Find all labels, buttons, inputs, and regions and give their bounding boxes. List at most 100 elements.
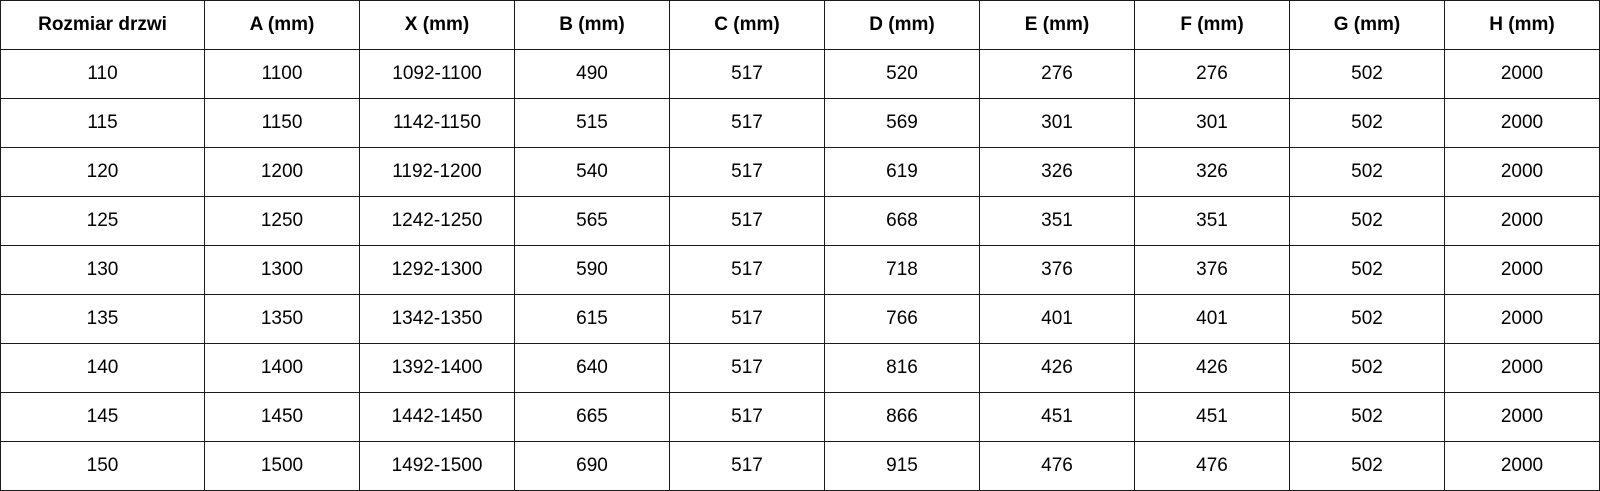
table-cell: 2000 [1444,147,1600,197]
table-cell: 540 [514,147,670,197]
table-cell: 1100 [204,49,360,99]
table-cell: 1142-1150 [359,98,515,148]
table-cell: 130 [0,245,205,295]
table-cell: 665 [514,392,670,442]
column-header: D (mm) [824,0,980,50]
table-cell: 1250 [204,196,360,246]
column-header: Rozmiar drzwi [0,0,205,50]
table-cell: 569 [824,98,980,148]
table-cell: 517 [669,196,825,246]
table-row: 145 1450 1442-1450 665 517 866 451 451 502 2000 [0,392,1600,442]
table-cell: 502 [1289,392,1445,442]
table-cell: 517 [669,392,825,442]
table-cell: 517 [669,245,825,295]
table-cell: 1492-1500 [359,441,515,491]
table-cell: 1200 [204,147,360,197]
table-cell: 766 [824,294,980,344]
table-cell: 2000 [1444,49,1600,99]
table-cell: 502 [1289,245,1445,295]
column-header: A (mm) [204,0,360,50]
table-row: 140 1400 1392-1400 640 517 816 426 426 502 2000 [0,343,1600,393]
table-cell: 1242-1250 [359,196,515,246]
table-cell: 301 [979,98,1135,148]
table-cell: 451 [1134,392,1290,442]
column-header: F (mm) [1134,0,1290,50]
table-cell: 2000 [1444,98,1600,148]
table-cell: 1400 [204,343,360,393]
table-cell: 816 [824,343,980,393]
table-cell: 517 [669,441,825,491]
table-cell: 150 [0,441,205,491]
table-row: 150 1500 1492-1500 690 517 915 476 476 502 2000 [0,441,1600,491]
table-cell: 1350 [204,294,360,344]
table-cell: 476 [1134,441,1290,491]
table-cell: 517 [669,49,825,99]
table-cell: 502 [1289,441,1445,491]
table-cell: 476 [979,441,1135,491]
table-cell: 502 [1289,294,1445,344]
table-cell: 640 [514,343,670,393]
table-cell: 915 [824,441,980,491]
table-cell: 2000 [1444,294,1600,344]
table-cell: 1150 [204,98,360,148]
table-cell: 718 [824,245,980,295]
table-cell: 326 [1134,147,1290,197]
column-header: C (mm) [669,0,825,50]
table-cell: 2000 [1444,196,1600,246]
column-header: B (mm) [514,0,670,50]
table-row: 135 1350 1342-1350 615 517 766 401 401 502 2000 [0,294,1600,344]
table-cell: 2000 [1444,392,1600,442]
table-cell: 115 [0,98,205,148]
table-cell: 517 [669,343,825,393]
table-cell: 517 [669,98,825,148]
table-cell: 276 [979,49,1135,99]
table-cell: 668 [824,196,980,246]
table-cell: 120 [0,147,205,197]
table-cell: 517 [669,294,825,344]
table-cell: 520 [824,49,980,99]
table-cell: 376 [1134,245,1290,295]
column-header: G (mm) [1289,0,1445,50]
column-header: X (mm) [359,0,515,50]
table-cell: 565 [514,196,670,246]
header-row: Rozmiar drzwi A (mm) X (mm) B (mm) C (mm) D (… [0,0,1600,50]
table-row: 120 1200 1192-1200 540 517 619 326 326 502 2000 [0,147,1600,197]
table-cell: 351 [979,196,1135,246]
table-cell: 502 [1289,98,1445,148]
table-cell: 110 [0,49,205,99]
table-row: 110 1100 1092-1100 490 517 520 276 276 502 2000 [0,49,1600,99]
table-cell: 1292-1300 [359,245,515,295]
table-cell: 515 [514,98,670,148]
table-cell: 401 [979,294,1135,344]
table-cell: 2000 [1444,343,1600,393]
table-cell: 502 [1289,196,1445,246]
table-cell: 326 [979,147,1135,197]
table-cell: 1500 [204,441,360,491]
table-cell: 1442-1450 [359,392,515,442]
table-cell: 502 [1289,49,1445,99]
table-cell: 145 [0,392,205,442]
table-cell: 426 [979,343,1135,393]
table-cell: 1342-1350 [359,294,515,344]
table-cell: 1092-1100 [359,49,515,99]
table-row: 115 1150 1142-1150 515 517 569 301 301 502 2000 [0,98,1600,148]
table-cell: 276 [1134,49,1290,99]
table-cell: 451 [979,392,1135,442]
table-cell: 615 [514,294,670,344]
table-cell: 502 [1289,147,1445,197]
column-header: H (mm) [1444,0,1600,50]
table-cell: 135 [0,294,205,344]
table-cell: 2000 [1444,441,1600,491]
table-cell: 517 [669,147,825,197]
column-header: E (mm) [979,0,1135,50]
table-cell: 426 [1134,343,1290,393]
table-cell: 401 [1134,294,1290,344]
table-cell: 351 [1134,196,1290,246]
table-row: 125 1250 1242-1250 565 517 668 351 351 502 2000 [0,196,1600,246]
table-cell: 590 [514,245,670,295]
table-cell: 125 [0,196,205,246]
table-cell: 2000 [1444,245,1600,295]
table-cell: 1450 [204,392,360,442]
table-cell: 502 [1289,343,1445,393]
